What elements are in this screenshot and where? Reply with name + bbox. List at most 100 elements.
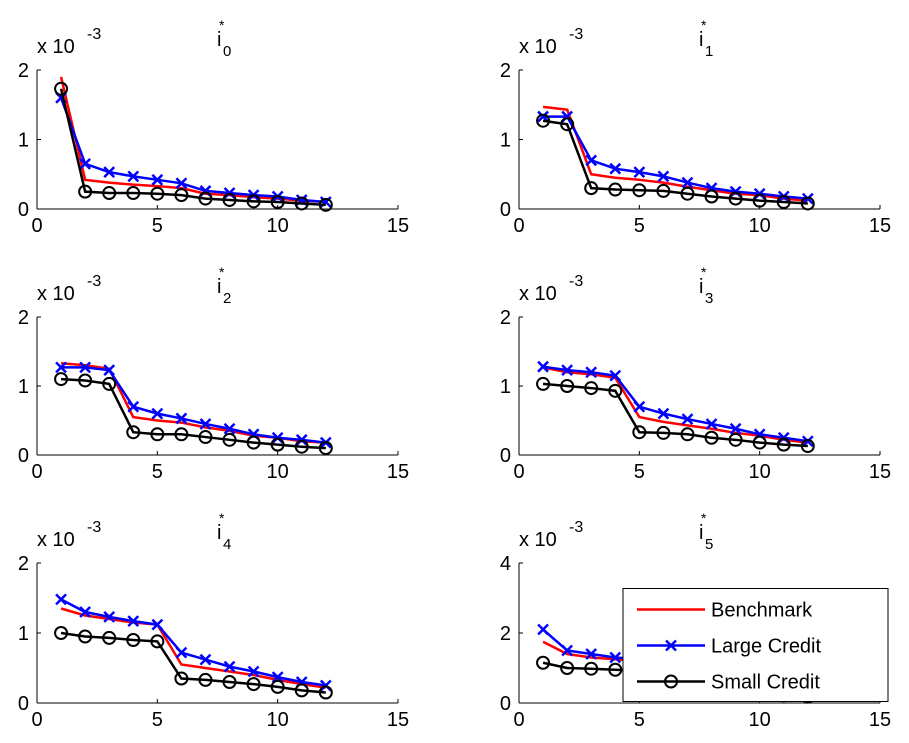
- marker: [704, 430, 719, 445]
- marker: [174, 188, 189, 203]
- marker: [536, 376, 551, 391]
- marker: [150, 634, 165, 649]
- marker: [174, 427, 189, 442]
- marker: [294, 439, 309, 454]
- title: i: [217, 29, 221, 51]
- marker: [127, 615, 140, 627]
- marker: [55, 593, 67, 606]
- subplot: 0 5 10 15 0 1 2 x 10 -3 i* 2: [18, 264, 409, 483]
- title-superscript: *: [219, 510, 225, 526]
- marker: [680, 186, 695, 201]
- y-multiplier: x 10: [37, 283, 75, 305]
- marker: [198, 672, 213, 687]
- series-line: [60, 361, 326, 444]
- y-tick-label: 1: [500, 376, 511, 398]
- marker: [585, 366, 598, 379]
- marker: [609, 651, 622, 664]
- marker: [657, 170, 670, 183]
- marker: [752, 435, 767, 450]
- marker: [294, 196, 309, 211]
- subplot: 0 5 10 15 0 1 2 x 10 -3 i* 0: [18, 17, 409, 237]
- marker: [318, 685, 333, 700]
- y-tick-label: 0: [18, 693, 29, 715]
- marker: [151, 407, 164, 420]
- x-tick-label: 0: [513, 709, 524, 731]
- x-tick-label: 15: [869, 461, 891, 483]
- marker: [103, 166, 116, 179]
- marker: [270, 195, 285, 210]
- marker: [632, 425, 647, 440]
- title-subscript: 1: [705, 43, 713, 60]
- marker: [633, 400, 646, 413]
- marker: [222, 192, 237, 207]
- subplot: 0 5 10 15 0 2 4 x 10 -3 i* 5 Benchmark Large Credit S…: [500, 510, 891, 731]
- x-tick-label: 5: [152, 215, 163, 237]
- marker: [664, 674, 678, 689]
- marker: [657, 407, 670, 420]
- marker: [752, 193, 767, 208]
- marker: [102, 186, 117, 201]
- marker: [294, 683, 309, 698]
- x-tick-label: 5: [634, 709, 645, 731]
- marker: [561, 644, 574, 657]
- marker: [560, 117, 575, 132]
- marker: [537, 110, 549, 123]
- marker: [656, 183, 671, 198]
- series-line: [59, 88, 326, 207]
- marker: [54, 372, 69, 387]
- marker: [776, 195, 791, 210]
- subplot: 0 5 10 15 0 1 2 x 10 -3 i* 1: [500, 17, 891, 237]
- marker: [79, 157, 92, 170]
- marker: [150, 427, 165, 442]
- title-subscript: 4: [223, 536, 231, 553]
- series-line: [542, 382, 808, 448]
- title-subscript: 5: [705, 536, 713, 553]
- marker: [126, 425, 141, 440]
- y-exponent: -3: [87, 519, 101, 536]
- title-subscript: 2: [223, 290, 231, 307]
- y-tick-label: 0: [18, 199, 29, 221]
- marker: [175, 177, 188, 190]
- x-tick-label: 5: [634, 215, 645, 237]
- series-line: [61, 366, 326, 444]
- marker: [318, 197, 333, 212]
- marker: [103, 611, 116, 623]
- marker: [801, 435, 814, 448]
- y-tick-label: 0: [18, 445, 29, 467]
- title: i: [699, 276, 703, 298]
- y-tick-label: 0: [500, 199, 511, 221]
- title: i: [217, 276, 221, 298]
- y-tick-label: 2: [500, 623, 511, 645]
- title-superscript: *: [219, 17, 225, 33]
- marker: [728, 432, 743, 447]
- marker: [561, 364, 574, 377]
- title-subscript: 3: [705, 290, 713, 307]
- y-tick-label: 2: [18, 553, 29, 575]
- marker: [536, 113, 551, 128]
- y-tick-label: 0: [500, 693, 511, 715]
- marker: [728, 191, 743, 206]
- y-tick-label: 1: [18, 130, 29, 152]
- x-tick-label: 0: [513, 461, 524, 483]
- marker: [800, 196, 815, 211]
- y-tick-label: 4: [500, 553, 511, 575]
- marker: [537, 360, 549, 373]
- y-tick-label: 1: [500, 130, 511, 152]
- marker: [632, 183, 647, 198]
- x-tick-label: 10: [267, 461, 289, 483]
- x-tick-label: 15: [869, 709, 891, 731]
- title: i: [217, 522, 221, 544]
- marker: [584, 661, 599, 676]
- marker: [79, 361, 92, 374]
- title-superscript: *: [701, 17, 707, 33]
- x-tick-label: 15: [387, 709, 409, 731]
- title: i: [699, 522, 703, 544]
- marker: [222, 675, 237, 689]
- series-line: [59, 97, 326, 204]
- marker: [55, 361, 67, 374]
- x-tick-label: 15: [387, 461, 409, 483]
- marker: [704, 189, 719, 204]
- marker: [608, 182, 623, 197]
- marker: [681, 413, 694, 426]
